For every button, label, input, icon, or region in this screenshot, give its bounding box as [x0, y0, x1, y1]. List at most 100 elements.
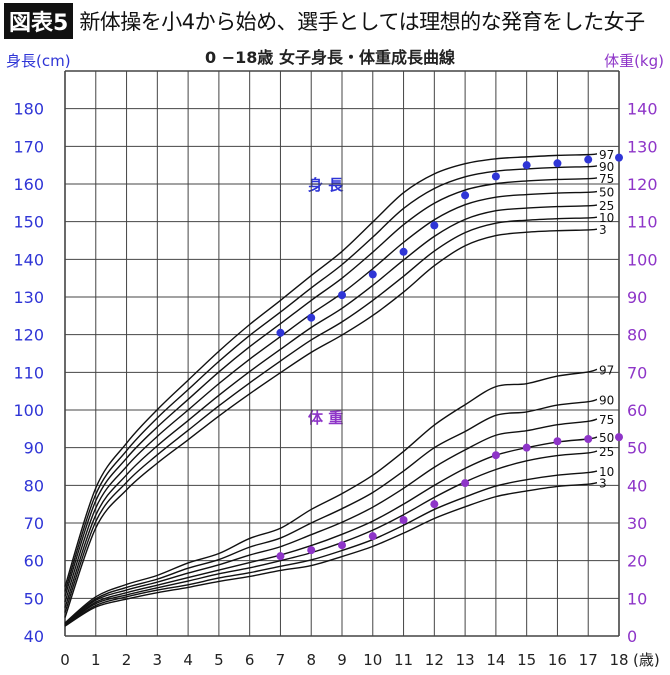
weight-percentile-label: 50: [599, 431, 614, 445]
right-tick-label: 140: [627, 100, 658, 119]
left-tick-label: 80: [24, 476, 44, 495]
weight-percentile-curve-10: [64, 470, 598, 627]
left-tick-label: 160: [13, 175, 44, 194]
right-tick-label: 130: [627, 137, 658, 156]
right-tick-label: 100: [627, 250, 658, 269]
weight-data-point: [522, 443, 531, 452]
weight-data-point: [491, 451, 500, 460]
x-tick-label: 2: [122, 651, 132, 669]
x-tick-label: 10: [363, 651, 382, 669]
left-tick-label: 140: [13, 250, 44, 269]
weight-percentile-curve-75: [64, 418, 598, 625]
x-tick-label: 17: [579, 651, 598, 669]
x-tick-label: 16: [548, 651, 567, 669]
chart-title: 0 −18歳 女子身長・体重成長曲線: [205, 48, 455, 67]
weight-data-point: [615, 433, 623, 442]
right-axis-label: 体重(kg): [604, 52, 664, 70]
left-tick-label: 40: [24, 627, 44, 646]
x-tick-label: 1: [91, 651, 101, 669]
left-axis-label: 身長(cm): [6, 52, 71, 70]
x-tick-label: 9: [337, 651, 347, 669]
height-percentile-label: 25: [599, 199, 614, 213]
right-tick-label: 90: [627, 288, 647, 307]
left-tick-label: 170: [13, 137, 44, 156]
x-tick-label: 14: [486, 651, 505, 669]
weight-percentile-label: 10: [599, 465, 614, 479]
right-tick-label: 20: [627, 552, 647, 571]
height-percentile-curve-97: [64, 153, 598, 587]
right-tick-label: 40: [627, 476, 647, 495]
x-tick-label: 15: [517, 651, 536, 669]
weight-percentile-curve-97: [64, 368, 598, 624]
weight-data-point: [584, 435, 593, 444]
weight-data-point: [553, 437, 562, 446]
left-tick-label: 50: [24, 589, 44, 608]
x-axis-unit: (歳): [633, 651, 660, 669]
weight-data-point: [338, 541, 346, 550]
height-data-point: [584, 155, 593, 164]
height-percentile-curve-3: [64, 228, 598, 618]
weight-percentile-label: 97: [599, 363, 614, 377]
height-percentile-label: 97: [599, 148, 614, 162]
x-tick-label: 3: [153, 651, 163, 669]
x-tick-label: 8: [306, 651, 316, 669]
x-tick-label: 4: [183, 651, 193, 669]
height-data-point: [430, 221, 439, 230]
height-percentile-curve-75: [64, 177, 598, 597]
height-percentile-curve-90: [64, 165, 598, 592]
left-tick-label: 70: [24, 514, 44, 533]
x-tick-label: 0: [60, 651, 70, 669]
height-data-point: [399, 247, 408, 256]
height-data-point: [338, 291, 346, 300]
left-tick-label: 130: [13, 288, 44, 307]
x-tick-label: 11: [394, 651, 413, 669]
weight-percentile-label: 75: [599, 413, 614, 427]
left-tick-label: 100: [13, 401, 44, 420]
right-tick-label: 70: [627, 363, 647, 382]
height-data-point: [553, 159, 562, 168]
height-percentile-curve-10: [64, 216, 598, 613]
left-tick-label: 120: [13, 326, 44, 345]
height-data-point: [615, 153, 623, 162]
height-percentile-label: 3: [599, 223, 607, 237]
height-percentile-label: 90: [599, 160, 614, 174]
x-tick-label: 13: [456, 651, 475, 669]
right-tick-label: 30: [627, 514, 647, 533]
left-tick-label: 90: [24, 439, 44, 458]
left-tick-label: 60: [24, 552, 44, 571]
height-percentile-label: 75: [599, 172, 614, 186]
weight-percentile-label: 90: [599, 393, 614, 407]
weight-data-point: [276, 552, 285, 561]
left-tick-label: 110: [13, 363, 44, 382]
figure-header: 図表5 新体操を小4から始め、選手としては理想的な発育をした女子: [0, 3, 645, 39]
right-tick-label: 0: [627, 627, 637, 646]
x-tick-label: 7: [276, 651, 286, 669]
weight-percentile-label: 25: [599, 445, 614, 459]
right-tick-label: 80: [627, 326, 647, 345]
right-tick-label: 50: [627, 439, 647, 458]
x-tick-label: 18: [609, 651, 628, 669]
right-tick-label: 60: [627, 401, 647, 420]
height-percentile-label: 50: [599, 186, 614, 200]
height-data-point: [276, 328, 285, 337]
right-tick-label: 110: [627, 213, 658, 232]
height-data-point: [461, 191, 470, 200]
height-percentile-curve-25: [64, 204, 598, 608]
x-tick-label: 12: [425, 651, 444, 669]
height-percentile-curve-50: [64, 190, 598, 603]
figure-headline: 新体操を小4から始め、選手としては理想的な発育をした女子: [79, 10, 645, 34]
weight-percentile-curve-3: [64, 482, 598, 627]
weight-data-point: [368, 532, 377, 541]
height-data-point: [491, 172, 500, 181]
weight-percentile-curve-90: [64, 398, 598, 625]
height-data-point: [368, 270, 377, 279]
right-tick-label: 10: [627, 589, 647, 608]
x-tick-label: 5: [214, 651, 224, 669]
weight-data-point: [399, 515, 408, 524]
weight-percentile-label: 3: [599, 477, 607, 491]
height-section-label: 身 長: [308, 176, 344, 194]
x-tick-label: 6: [245, 651, 255, 669]
height-data-point: [307, 313, 316, 322]
left-tick-label: 150: [13, 213, 44, 232]
